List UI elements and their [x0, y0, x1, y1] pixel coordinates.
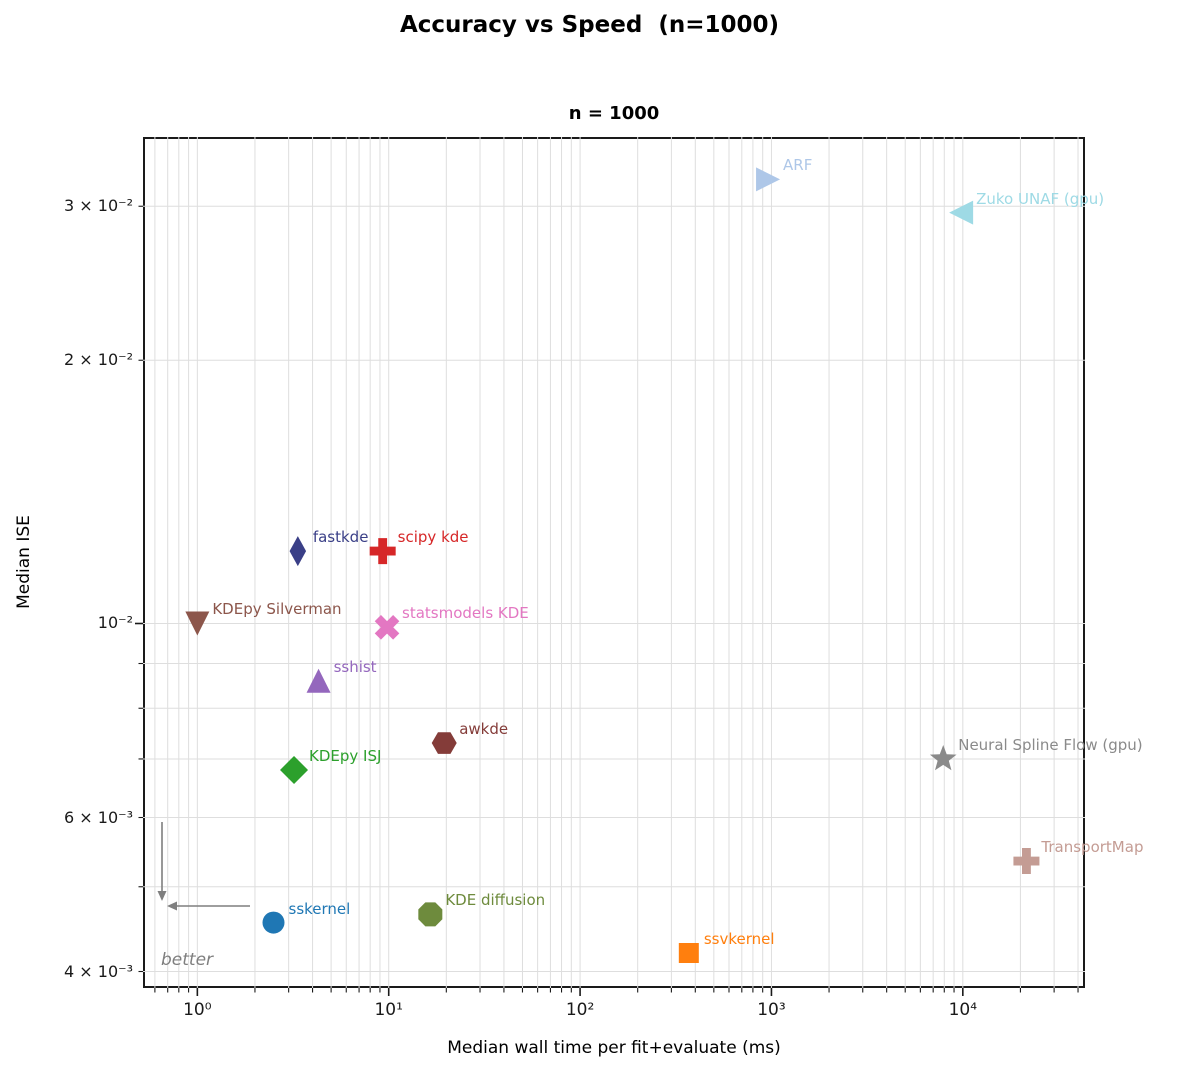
- figure-title: Accuracy vs Speed (n=1000): [399, 12, 780, 38]
- y-tick-label: 4 × 10⁻³: [64, 961, 133, 981]
- x-tick-label: 10³: [757, 1000, 786, 1020]
- y-tick-label: 6 × 10⁻³: [64, 807, 133, 827]
- axes-title: n = 1000: [568, 103, 660, 124]
- plot-area: [143, 137, 1085, 988]
- x-tick-label: 10²: [565, 1000, 595, 1020]
- y-tick-label: 10⁻²: [97, 613, 133, 633]
- x-tick-label: 10⁰: [183, 1000, 212, 1020]
- x-axis-label: Median wall time per fit+evaluate (ms): [447, 1038, 781, 1058]
- y-axis-label: Median ISE: [14, 515, 34, 609]
- x-tick-label: 10⁴: [948, 1000, 978, 1020]
- y-tick-label: 2 × 10⁻²: [64, 350, 133, 370]
- x-tick-label: 10¹: [374, 1000, 403, 1020]
- better-annotation: better: [161, 950, 214, 970]
- y-tick-label: 3 × 10⁻²: [64, 196, 133, 216]
